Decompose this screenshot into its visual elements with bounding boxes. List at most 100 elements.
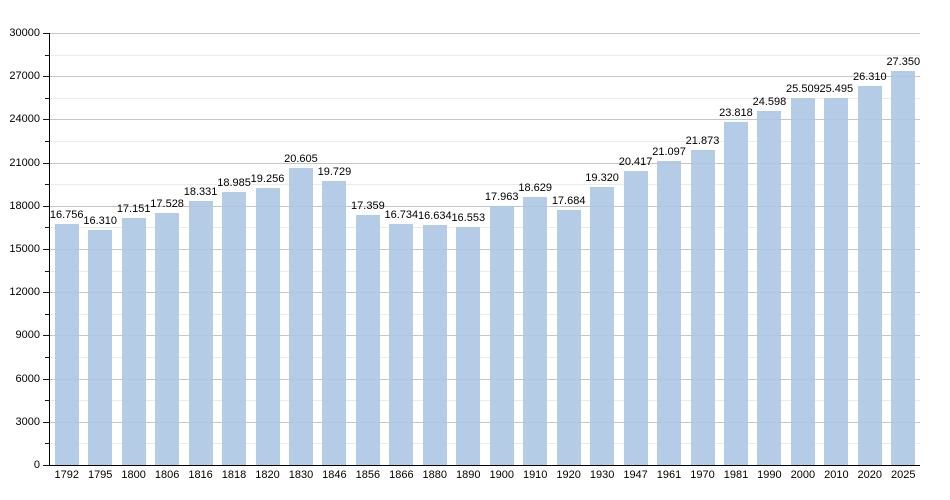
bar-value-label: 17.528	[150, 197, 184, 210]
x-tick-label: 1900	[489, 469, 514, 481]
y-tick-label: 30000	[9, 27, 40, 39]
x-tick-label: 1866	[389, 469, 414, 481]
x-tick-label: 1920	[556, 469, 581, 481]
y-tick-label: 15000	[9, 243, 40, 255]
bar	[188, 201, 213, 465]
bar-value-label: 16.756	[49, 208, 84, 221]
bar-value-label: 18.985	[217, 176, 251, 189]
x-tick-label: 1800	[121, 469, 146, 481]
bar-value-label: 26.310	[852, 71, 887, 84]
x-tick-label: 1981	[723, 469, 749, 481]
x-tick-label: 1947	[623, 469, 648, 481]
major-gridline	[50, 162, 920, 164]
x-tick-label: 1806	[154, 469, 180, 481]
major-gridline	[50, 378, 920, 380]
y-major-tick	[43, 421, 49, 423]
bar	[556, 210, 581, 465]
bar-value-label: 17.359	[351, 200, 385, 213]
bar	[288, 168, 313, 465]
y-minor-tick	[45, 141, 49, 142]
bar	[389, 224, 414, 465]
minor-gridline	[50, 443, 920, 445]
y-minor-tick	[45, 184, 49, 186]
bar	[623, 171, 648, 465]
major-gridline	[50, 33, 920, 34]
y-major-tick	[43, 119, 49, 121]
y-major-tick	[43, 162, 49, 164]
minor-gridline	[50, 184, 920, 186]
y-tick-label: 21000	[9, 156, 40, 169]
bar	[824, 97, 849, 465]
bar	[489, 206, 514, 465]
major-gridline	[50, 292, 920, 294]
bar	[121, 218, 146, 465]
bar-value-label: 19.256	[250, 172, 285, 185]
x-tick-label: 1856	[355, 469, 381, 481]
bar	[891, 71, 916, 465]
y-major-tick	[43, 249, 49, 250]
y-major-tick	[43, 33, 49, 34]
x-tick-label: 1990	[757, 469, 782, 481]
bar-value-label: 23.818	[719, 107, 753, 120]
x-tick-label: 1816	[188, 469, 213, 481]
bar	[723, 122, 748, 465]
bar-value-label: 25.509	[786, 82, 820, 95]
bar	[657, 161, 682, 465]
minor-gridline	[50, 54, 920, 56]
y-minor-tick	[45, 313, 49, 315]
bar-value-label: 17.963	[484, 191, 519, 204]
major-gridline	[50, 421, 920, 423]
x-tick-label: 1830	[288, 469, 314, 481]
bar	[155, 212, 180, 465]
y-major-tick	[43, 76, 49, 78]
minor-gridline	[50, 400, 920, 402]
bar-value-label: 16.634	[417, 210, 452, 223]
y-tick-label: 27000	[9, 70, 40, 83]
y-tick-label: 3000	[15, 415, 40, 428]
bar-value-label: 17.151	[116, 203, 151, 216]
bar-value-label: 24.598	[752, 95, 787, 108]
bar	[322, 180, 347, 465]
bar	[456, 226, 481, 465]
bar-value-label: 21.873	[685, 135, 720, 148]
x-tick-label: 1890	[456, 469, 481, 481]
x-tick-label: 1818	[221, 469, 247, 481]
x-tick-label: 1792	[54, 469, 79, 481]
bar	[355, 215, 380, 465]
x-tick-label: 2020	[857, 469, 883, 481]
bar-value-label: 21.097	[652, 146, 686, 159]
minor-gridline	[50, 357, 920, 358]
minor-gridline	[50, 270, 920, 272]
bar-value-label: 27.350	[886, 56, 921, 69]
bar	[88, 230, 113, 465]
x-tick-label: 1795	[87, 469, 113, 481]
bar-value-label: 16.734	[384, 209, 419, 222]
x-tick-label: 1820	[255, 469, 280, 481]
y-tick-label: 24000	[9, 113, 40, 126]
x-tick-label: 1930	[589, 469, 615, 481]
bar	[54, 223, 79, 465]
x-tick-label: 2025	[891, 469, 916, 481]
bar	[590, 186, 615, 465]
y-major-tick	[43, 205, 49, 207]
y-tick-label: 18000	[9, 199, 40, 212]
bar-value-label: 16.310	[83, 215, 118, 228]
minor-gridline	[50, 227, 920, 229]
y-tick-label: 0	[33, 459, 40, 471]
bar	[523, 196, 548, 465]
bar-value-label: 17.684	[551, 195, 586, 208]
y-tick-label: 6000	[15, 372, 40, 385]
y-major-tick	[43, 335, 49, 337]
y-minor-tick	[45, 270, 49, 272]
y-minor-tick	[45, 400, 49, 402]
bar-value-label: 25.495	[819, 82, 854, 95]
y-major-tick	[43, 465, 49, 466]
x-tick-label: 2000	[790, 469, 816, 481]
plot-area: 0 3000 6000 9000 12000 15000 18000 21000 24000 27…	[9, 27, 921, 481]
bar	[222, 191, 247, 465]
minor-gridline	[50, 141, 920, 142]
minor-gridline	[50, 313, 920, 315]
x-axis-line	[49, 465, 920, 466]
x-tick-label: 1961	[656, 469, 682, 481]
y-major-tick	[43, 292, 49, 294]
